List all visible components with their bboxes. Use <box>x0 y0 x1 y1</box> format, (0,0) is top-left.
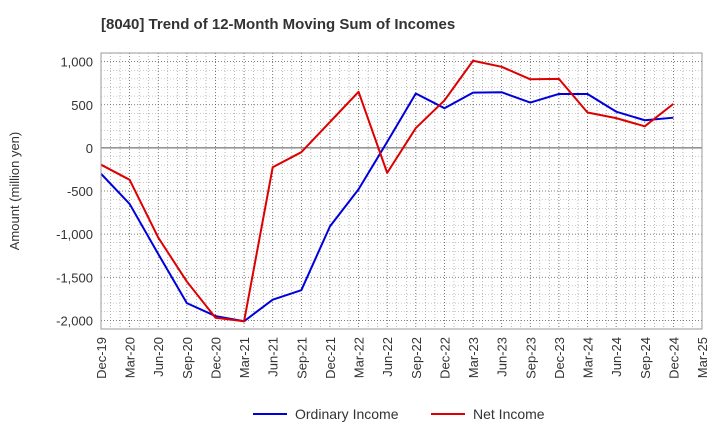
x-tick-label: Dec-21 <box>323 337 338 379</box>
x-tick-label: Mar-22 <box>352 337 367 378</box>
y-tick-label: -1,500 <box>56 270 93 285</box>
x-tick-label: Sep-22 <box>409 337 424 379</box>
x-tick-label: Dec-19 <box>94 337 109 379</box>
x-tick-label: Mar-21 <box>237 337 252 378</box>
x-tick-label: Dec-22 <box>437 337 452 379</box>
y-tick-label: -1,000 <box>56 227 93 242</box>
x-tick-label: Sep-21 <box>294 337 309 379</box>
x-tick-label: Jun-24 <box>609 337 624 377</box>
y-axis-label: Amount (million yen) <box>7 132 22 251</box>
y-tick-label: -2,000 <box>56 313 93 328</box>
y-tick-label: 500 <box>71 98 93 113</box>
legend-label-net-income: Net Income <box>473 406 545 422</box>
x-tick-label: Dec-20 <box>208 337 223 379</box>
x-tick-label: Mar-24 <box>581 337 596 378</box>
x-tick-label: Sep-20 <box>180 337 195 379</box>
plot-area-frame <box>100 52 703 330</box>
y-tick-labels: 1,000 500 0 -500 -1,000 -1,500 -2,000 <box>56 55 93 329</box>
x-tick-label: Jun-20 <box>151 337 166 377</box>
x-tick-label: Mar-23 <box>466 337 481 378</box>
x-tick-labels: Dec-19 Mar-20 Jun-20 Sep-20 Dec-20 Mar-21 Jun-… <box>94 337 710 379</box>
grid-layer <box>101 52 702 330</box>
series-layer <box>100 59 674 323</box>
x-tick-label: Jun-23 <box>495 337 510 377</box>
x-tick-label: Dec-24 <box>666 337 681 379</box>
x-tick-label: Sep-24 <box>638 337 653 379</box>
y-tick-label: -500 <box>67 184 93 199</box>
x-tick-label: Dec-23 <box>552 337 567 379</box>
x-tick-label: Jun-21 <box>266 337 281 377</box>
x-tick-label: Sep-23 <box>523 337 538 379</box>
series-line-0 <box>100 91 674 323</box>
legend: Ordinary Income Net Income <box>253 406 545 422</box>
x-tick-label: Jun-22 <box>380 337 395 377</box>
x-tick-label: Mar-25 <box>695 337 710 378</box>
legend-label-ordinary-income: Ordinary Income <box>295 406 399 422</box>
y-tick-label: 0 <box>86 141 93 156</box>
x-tick-label: Mar-20 <box>123 337 138 378</box>
series-line-1 <box>100 59 674 323</box>
chart-title: [8040] Trend of 12-Month Moving Sum of I… <box>101 16 455 33</box>
y-tick-label: 1,000 <box>60 55 93 70</box>
